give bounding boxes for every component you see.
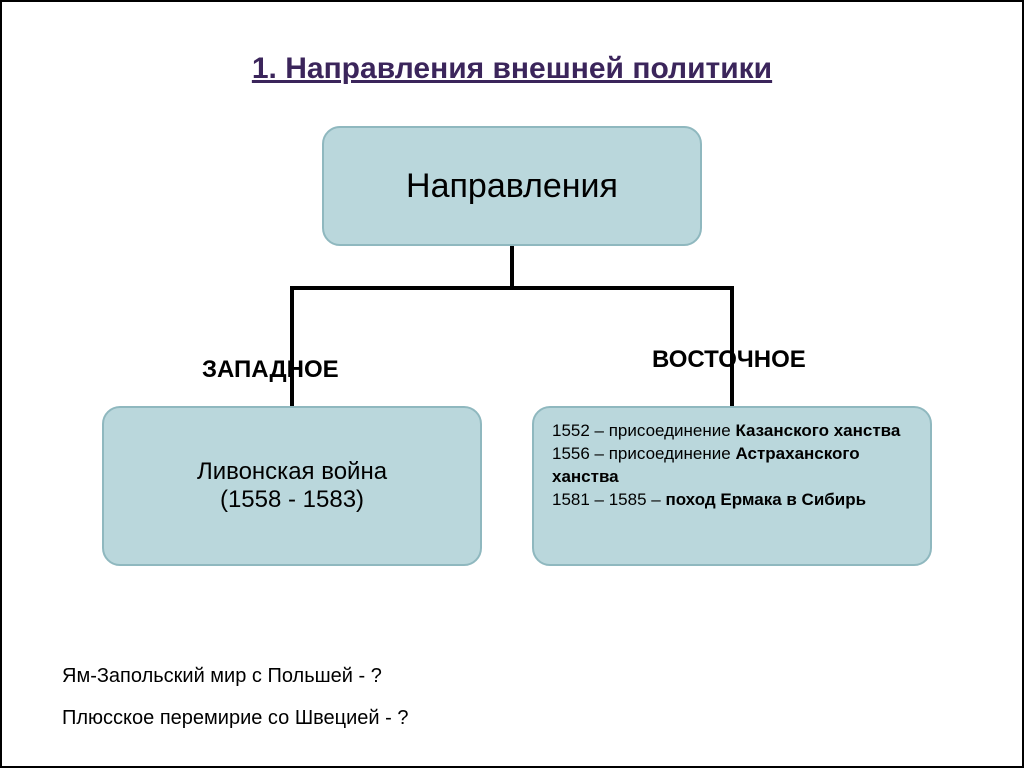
east-item-2-bold: поход Ермака в Сибирь: [665, 490, 866, 509]
question-2: Плюсское перемирие со Швецией - ?: [62, 707, 409, 730]
east-item-0-year: 1552: [552, 421, 590, 440]
node-west: Ливонская война (1558 - 1583): [102, 406, 482, 566]
node-root-label: Направления: [406, 167, 618, 206]
question-1: Ям-Запольский мир с Польшей - ?: [62, 665, 382, 688]
slide: 1. Направления внешней политики ЗАПАДНОЕ…: [2, 2, 1022, 766]
east-item-2-year: 1581 – 1585: [552, 490, 647, 509]
east-item-0-bold: Казанского ханства: [735, 421, 900, 440]
node-root: Направления: [322, 126, 702, 246]
east-item-2: 1581 – 1585 – поход Ермака в Сибирь: [552, 489, 912, 512]
connector-horizontal: [290, 286, 734, 290]
east-item-1-sep: – присоединение: [590, 444, 736, 463]
connector-vertical-left: [290, 286, 294, 406]
diagram: ЗАПАДНОЕ ВОСТОЧНОЕ Направления Ливонская…: [62, 126, 962, 606]
node-west-line1: Ливонская война: [197, 458, 387, 486]
branch-heading-east: ВОСТОЧНОЕ: [652, 346, 806, 374]
node-east: 1552 – присоединение Казанского ханства …: [532, 406, 932, 566]
connector-vertical-root: [510, 246, 514, 286]
east-item-1: 1556 – присоединение Астраханского ханст…: [552, 443, 912, 489]
east-item-1-year: 1556: [552, 444, 590, 463]
east-item-2-sep: –: [647, 490, 666, 509]
east-item-0: 1552 – присоединение Казанского ханства: [552, 420, 912, 443]
slide-title: 1. Направления внешней политики: [62, 52, 962, 86]
branch-heading-west: ЗАПАДНОЕ: [202, 356, 339, 384]
node-west-line2: (1558 - 1583): [220, 486, 364, 514]
node-east-content: 1552 – присоединение Казанского ханства …: [552, 420, 912, 512]
east-item-0-sep: – присоединение: [590, 421, 736, 440]
